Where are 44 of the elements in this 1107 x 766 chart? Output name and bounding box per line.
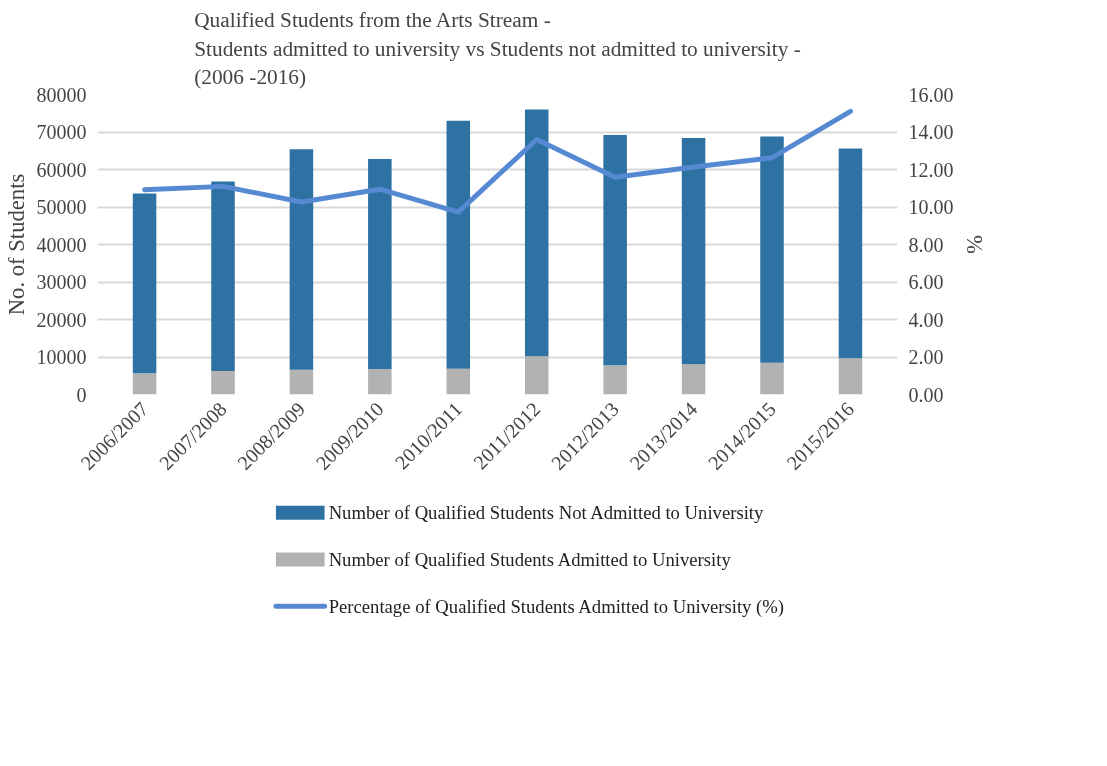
y-tick-label: 70000	[36, 121, 87, 143]
bar	[132, 373, 157, 395]
y2-tick-label: 4.00	[908, 308, 944, 331]
legend-label: Number of Qualified Students Not Admitted to University	[328, 502, 765, 524]
bar	[289, 149, 314, 370]
bar	[211, 181, 235, 371]
y2-tick-label: 10.00	[908, 196, 954, 218]
y-tick-label: 60000	[36, 158, 87, 181]
bar	[132, 193, 157, 374]
bar	[368, 159, 392, 369]
y2-tick-label: 12.00	[908, 158, 954, 181]
y-tick-label: 20000	[36, 308, 87, 331]
bar	[681, 138, 706, 365]
bar	[211, 370, 235, 395]
y2-tick-label: 2.00	[908, 346, 944, 368]
y-tick-label: 0	[76, 383, 87, 406]
legend-label: Number of Qualified Students Admitted to University	[328, 549, 732, 570]
y2-tick-label: 14.00	[908, 121, 954, 143]
bar	[603, 365, 627, 395]
bar	[760, 362, 784, 395]
bar	[838, 148, 863, 359]
y-tick-label: 10000	[36, 346, 87, 368]
bar	[524, 109, 549, 357]
bar	[524, 356, 549, 395]
y2-axis-title: %	[961, 235, 987, 255]
y2-tick-label: 16.00	[908, 83, 954, 106]
bar	[368, 369, 392, 395]
y-tick-label: 80000	[36, 83, 87, 106]
bar	[446, 368, 471, 395]
bar	[681, 364, 706, 395]
y-tick-label: 30000	[36, 271, 87, 293]
y2-tick-label: 6.00	[908, 271, 944, 293]
y2-tick-label: 8.00	[908, 233, 944, 256]
y-axis-title: No. of Students	[3, 173, 29, 316]
chart-title: Qualified Students from the Arts Stream - Students admitted to university vs Students not admitted to university - (2006 -2016)	[194, 7, 801, 90]
y2-tick-label: 0.00	[908, 383, 944, 406]
bar	[289, 369, 314, 395]
bar	[760, 136, 784, 363]
y-tick-label: 50000	[36, 196, 87, 218]
bar	[838, 358, 863, 395]
bar	[603, 135, 627, 366]
y-tick-label: 40000	[36, 233, 87, 256]
legend-label: Percentage of Qualified Students Admitted to University (%)	[328, 595, 785, 618]
bar	[446, 120, 471, 369]
